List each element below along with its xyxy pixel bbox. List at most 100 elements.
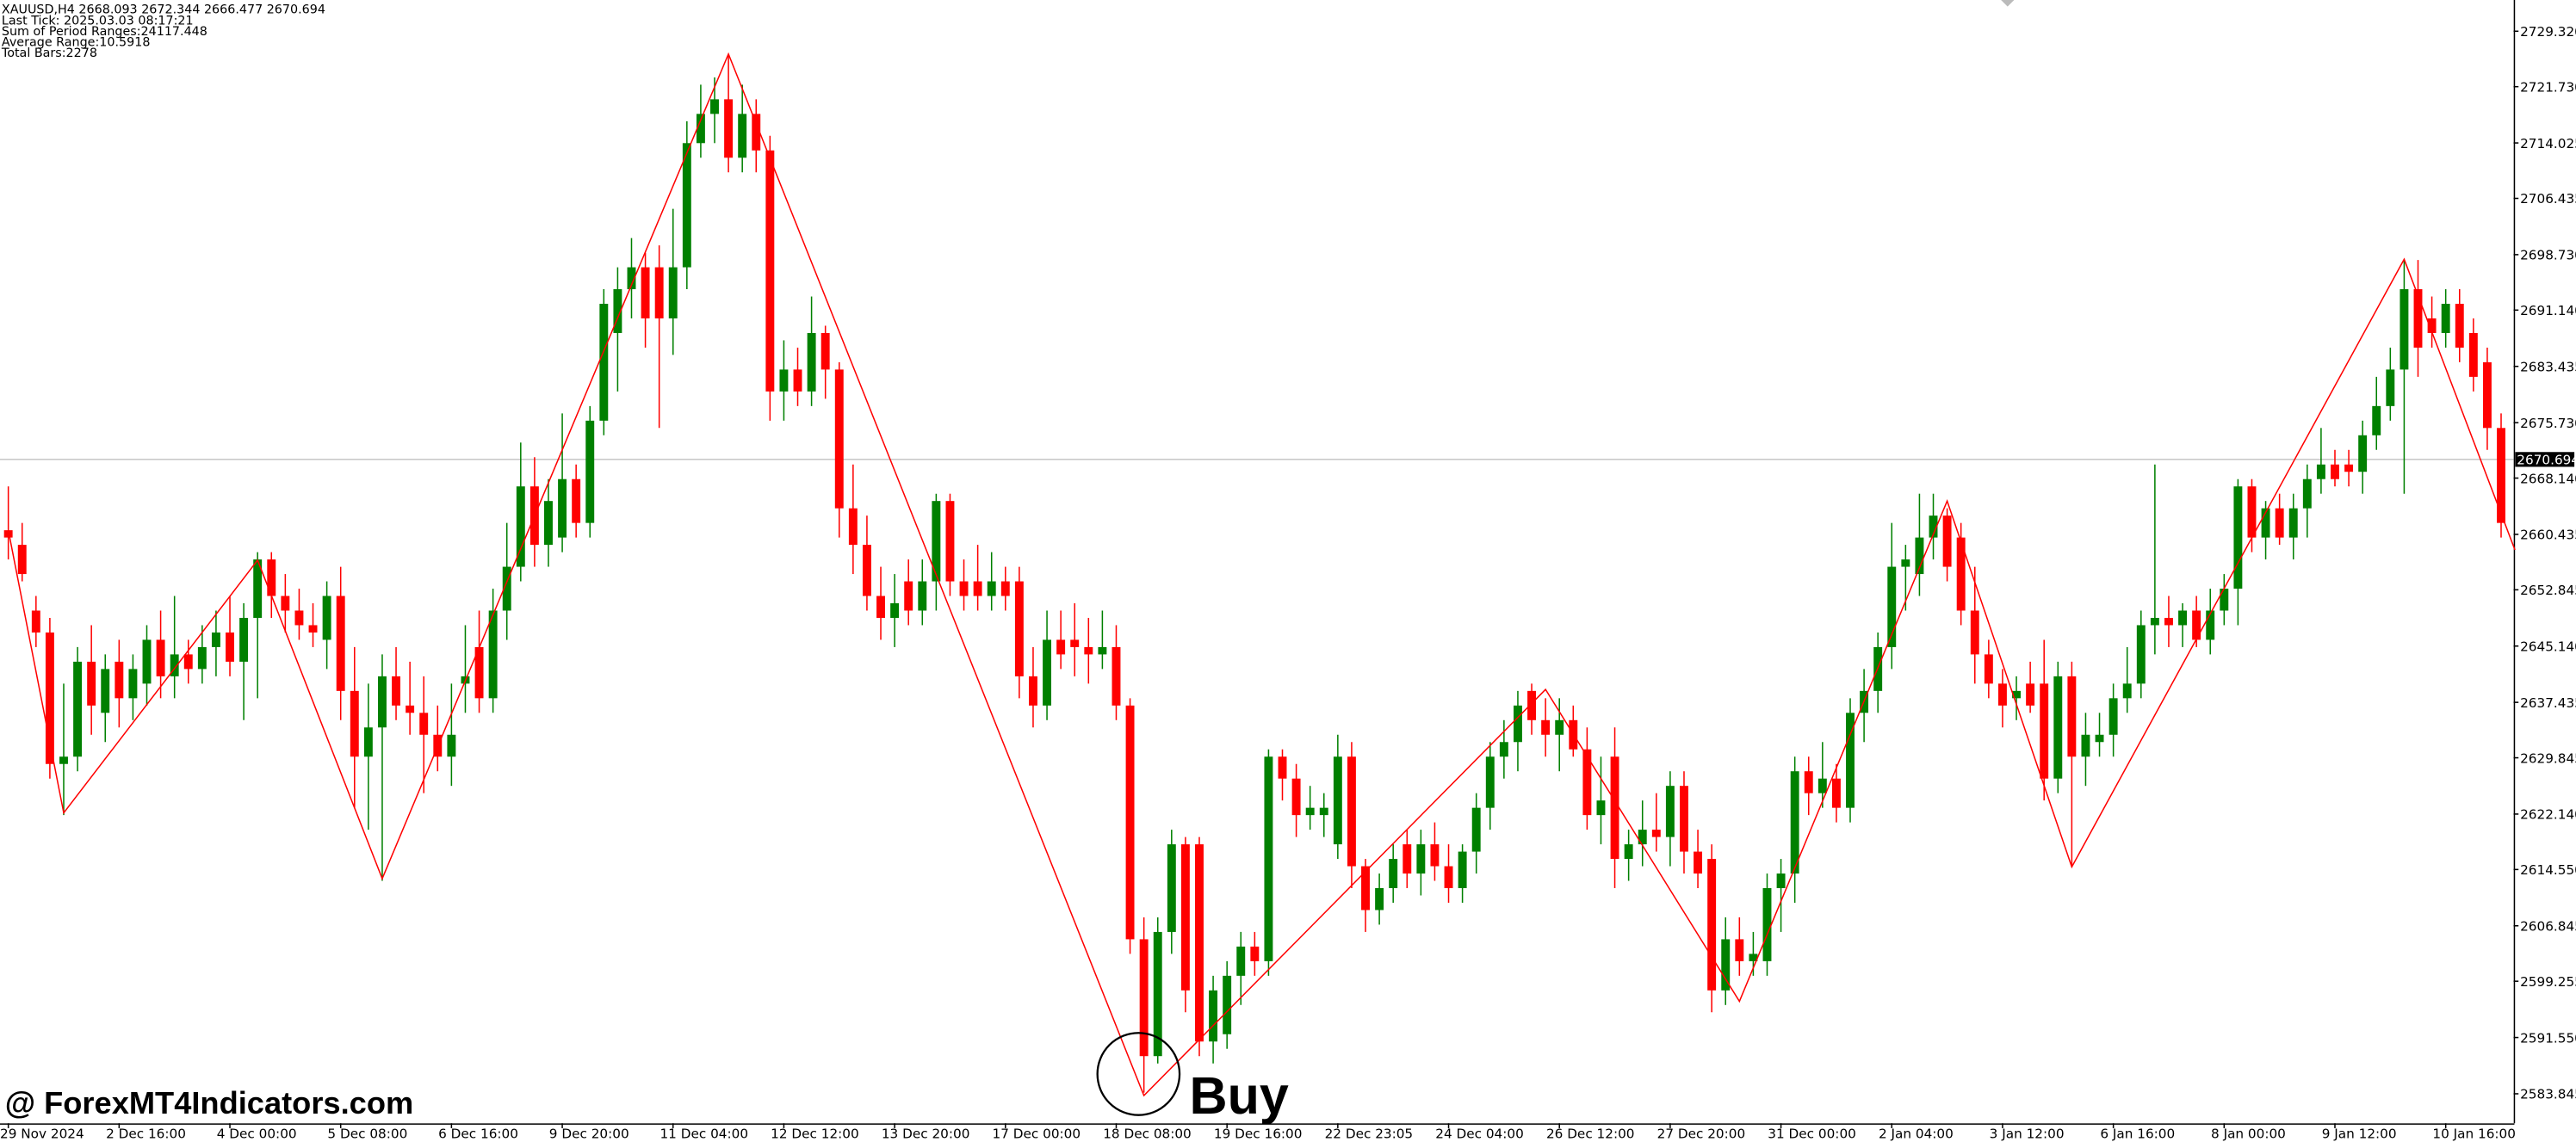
candle-body <box>1624 844 1633 860</box>
candle-body <box>1125 705 1135 940</box>
candle-body <box>336 596 345 691</box>
info-line: Sum of Period Ranges:24117.448 <box>2 25 207 39</box>
candle-body <box>1749 954 1758 961</box>
y-tick-label: 2591.550 <box>2520 1030 2576 1046</box>
x-tick-label: 12 Dec 12:00 <box>771 1126 859 1141</box>
candle-body <box>973 581 982 596</box>
candle-body <box>1956 537 1966 611</box>
candle-body <box>170 654 179 676</box>
candle-body <box>1416 844 1426 874</box>
candle-body <box>1707 859 1717 991</box>
candle-body <box>2053 676 2063 779</box>
zigzag-line <box>7 52 2516 1097</box>
watermark: @ ForexMT4Indicators.com <box>5 1085 413 1120</box>
current-price-box <box>2515 452 2575 467</box>
candle-body <box>572 478 581 523</box>
candle-body <box>1527 690 1537 720</box>
candle-body <box>2413 289 2423 348</box>
y-tick-label: 2629.845 <box>2520 750 2576 766</box>
y-tick-label: 2637.435 <box>2520 695 2576 711</box>
y-tick-label: 2599.255 <box>2520 974 2576 990</box>
candle-body <box>1361 866 1370 911</box>
x-tick-label: 17 Dec 00:00 <box>993 1126 1081 1141</box>
candle-body <box>1915 537 1924 575</box>
y-tick-label: 2614.550 <box>2520 862 2576 878</box>
candle-body <box>1098 646 1107 655</box>
candle-body <box>890 603 900 618</box>
candle-body <box>2441 304 2450 333</box>
candle-body <box>2331 464 2339 479</box>
candle-body <box>2081 734 2090 757</box>
candle-body <box>1513 705 1522 743</box>
candle-body <box>765 150 775 392</box>
candle-body <box>1291 778 1301 816</box>
candle-body <box>1499 742 1508 757</box>
candle-body <box>1776 873 1786 889</box>
candle-body <box>1817 778 1827 793</box>
info-line: Last Tick: 2025.03.03 08:17:21 <box>2 15 194 28</box>
candle-body <box>1970 610 1979 655</box>
candle-body <box>599 304 609 421</box>
candle-body <box>1762 888 1772 961</box>
candle-body <box>156 639 165 676</box>
candle-body <box>1610 756 1619 860</box>
candle-body <box>253 559 263 618</box>
candle-body <box>1694 851 1703 874</box>
y-tick-label: 2721.730 <box>2520 79 2576 95</box>
y-tick-label: 2683.435 <box>2520 359 2576 374</box>
candle-body <box>2233 486 2243 590</box>
candle-body <box>2302 478 2312 509</box>
candle-body <box>2067 676 2077 757</box>
x-tick-label: 6 Jan 16:00 <box>2100 1126 2175 1141</box>
candle-body <box>2026 683 2035 706</box>
candle-body <box>1901 559 1910 567</box>
candle-body <box>1014 581 1024 676</box>
scroll-marker <box>2001 0 2015 7</box>
candle-body <box>710 99 719 114</box>
candle-body <box>2358 435 2368 472</box>
candle-body <box>115 661 124 699</box>
candle-body <box>1846 713 1855 808</box>
candle-body <box>322 596 331 640</box>
candle-body <box>1278 756 1287 779</box>
candle-body <box>281 596 290 611</box>
x-tick-label: 19 Dec 16:00 <box>1214 1126 1303 1141</box>
candle-body <box>226 632 234 662</box>
candle-body <box>2386 369 2395 406</box>
candle-body <box>862 545 871 596</box>
x-tick-label: 3 Jan 12:00 <box>1990 1126 2065 1141</box>
x-tick-label: 22 Dec 23:05 <box>1325 1126 1414 1141</box>
candle-body <box>2095 734 2104 743</box>
candle-body <box>239 617 249 662</box>
candle-body <box>101 669 110 713</box>
candle-body <box>1112 646 1121 706</box>
candle-body <box>1084 646 1093 655</box>
candle-body <box>1471 807 1481 852</box>
candle-body <box>834 369 844 509</box>
candle-body <box>696 114 705 144</box>
y-tick-label: 2698.730 <box>2520 248 2576 263</box>
candle-body <box>1790 771 1799 874</box>
candle-body <box>1831 778 1841 808</box>
signal-label: Buy <box>1190 1066 1289 1125</box>
candle-body <box>2482 361 2492 429</box>
x-tick-label: 9 Jan 12:00 <box>2322 1126 2397 1141</box>
candle-body <box>73 661 83 757</box>
candle-body <box>779 369 789 392</box>
candle-body <box>1375 888 1384 911</box>
candle-body <box>959 581 969 596</box>
candle-body <box>1056 639 1066 655</box>
y-tick-label: 2660.435 <box>2520 528 2576 543</box>
candle-body <box>2427 318 2437 333</box>
candle-body <box>544 501 553 546</box>
candle-body <box>1458 851 1467 889</box>
candle-body <box>904 581 913 611</box>
candle-body <box>1929 515 1938 538</box>
candle-body <box>1180 844 1190 991</box>
candle-body <box>848 508 858 546</box>
info-line: Total Bars:2278 <box>1 46 97 60</box>
candle-body <box>654 267 664 318</box>
x-tick-label: 11 Dec 04:00 <box>659 1126 748 1141</box>
